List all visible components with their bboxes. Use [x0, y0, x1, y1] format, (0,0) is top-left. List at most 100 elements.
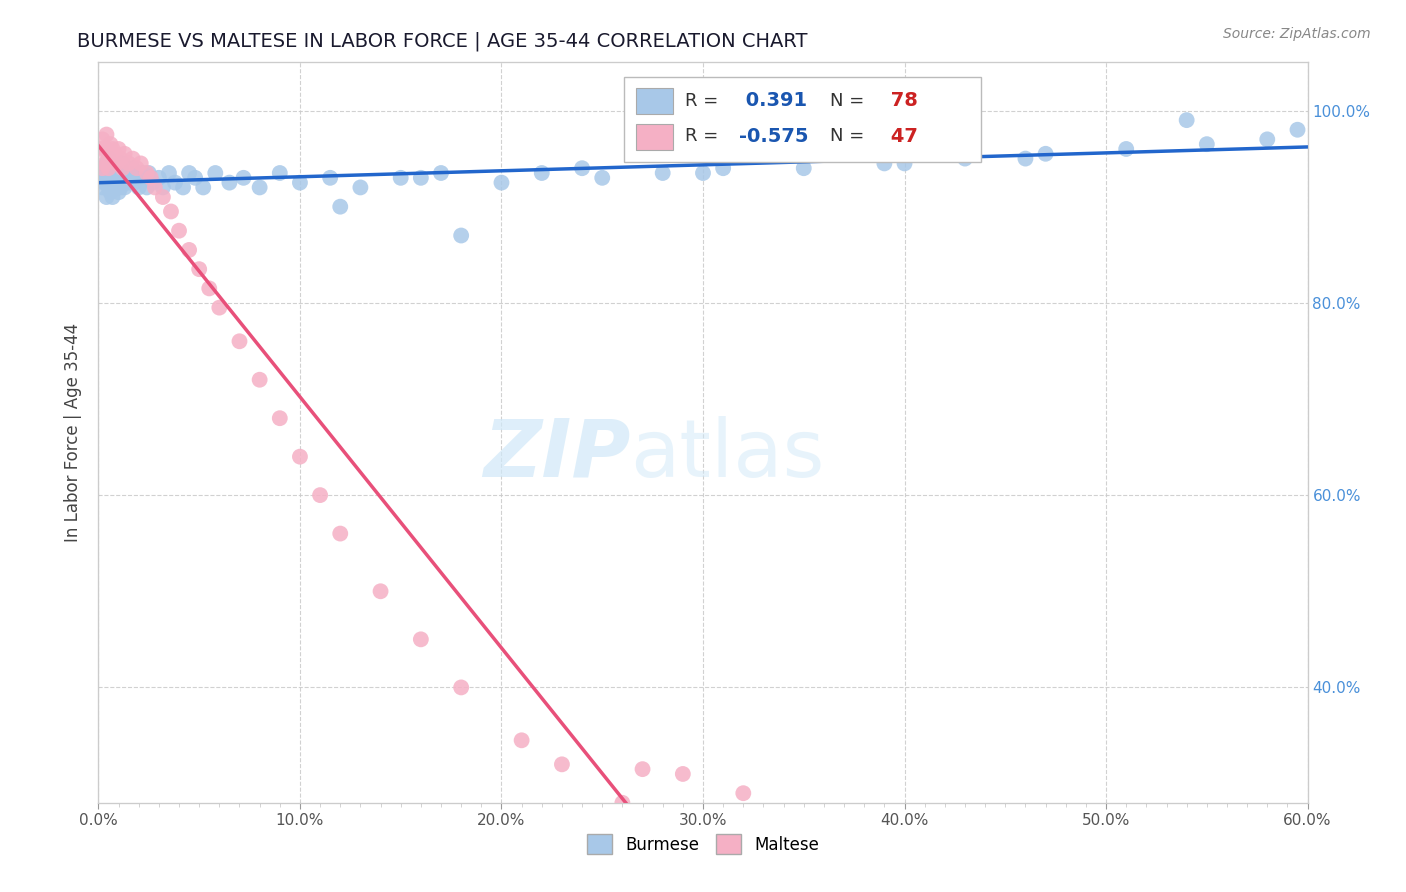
- Point: [135, 180, 157, 194]
- Point: [111, 161, 134, 176]
- Point: [409, 632, 432, 647]
- Point: [329, 526, 352, 541]
- Point: [105, 176, 128, 190]
- Point: [591, 170, 613, 185]
- Point: [118, 176, 141, 190]
- Point: [163, 176, 186, 190]
- Point: [110, 166, 132, 180]
- Point: [157, 166, 180, 180]
- Bar: [637, 88, 672, 114]
- Legend: Burmese, Maltese: Burmese, Maltese: [581, 828, 825, 861]
- Point: [101, 142, 124, 156]
- Point: [198, 281, 221, 295]
- Point: [309, 488, 332, 502]
- Point: [100, 186, 122, 200]
- Point: [128, 180, 150, 194]
- Point: [793, 161, 815, 176]
- Point: [249, 373, 271, 387]
- Point: [1115, 142, 1137, 156]
- Point: [430, 166, 453, 180]
- Text: N =: N =: [830, 92, 865, 110]
- Point: [101, 176, 124, 190]
- Point: [152, 180, 174, 194]
- Point: [193, 180, 215, 194]
- Point: [530, 166, 553, 180]
- Point: [124, 176, 146, 190]
- Point: [110, 152, 132, 166]
- Point: [100, 137, 122, 152]
- Point: [651, 166, 673, 180]
- Text: BURMESE VS MALTESE IN LABOR FORCE | AGE 35-44 CORRELATION CHART: BURMESE VS MALTESE IN LABOR FORCE | AGE …: [77, 31, 808, 51]
- Point: [91, 180, 114, 194]
- Text: ZIP: ZIP: [484, 416, 630, 494]
- Point: [120, 170, 142, 185]
- Point: [96, 128, 118, 142]
- Point: [114, 180, 136, 194]
- Point: [228, 334, 250, 349]
- Point: [139, 170, 162, 185]
- Point: [138, 166, 160, 180]
- Point: [110, 180, 132, 194]
- Point: [551, 757, 574, 772]
- Point: [143, 180, 166, 194]
- Text: Source: ZipAtlas.com: Source: ZipAtlas.com: [1223, 27, 1371, 41]
- Point: [184, 170, 207, 185]
- Point: [672, 767, 695, 781]
- Point: [152, 190, 174, 204]
- Point: [389, 170, 412, 185]
- Point: [288, 176, 311, 190]
- Point: [208, 301, 231, 315]
- Point: [450, 228, 472, 243]
- Point: [1286, 122, 1309, 136]
- Point: [179, 243, 201, 257]
- Point: [93, 176, 115, 190]
- Point: [97, 166, 120, 180]
- Point: [91, 132, 114, 146]
- Text: -0.575: -0.575: [740, 127, 808, 146]
- Point: [103, 166, 125, 180]
- Point: [115, 166, 138, 180]
- Text: R =: R =: [685, 128, 718, 145]
- Point: [125, 161, 148, 176]
- Point: [450, 681, 472, 695]
- Point: [349, 180, 371, 194]
- Text: 47: 47: [884, 127, 918, 146]
- Point: [218, 176, 240, 190]
- Point: [129, 170, 152, 185]
- Point: [96, 156, 118, 170]
- Point: [93, 156, 115, 170]
- Point: [232, 170, 254, 185]
- Point: [1014, 152, 1036, 166]
- Point: [96, 190, 118, 204]
- Point: [125, 166, 148, 180]
- Point: [409, 170, 432, 185]
- FancyBboxPatch shape: [624, 78, 981, 162]
- Point: [204, 166, 226, 180]
- Point: [111, 170, 134, 185]
- Point: [100, 170, 122, 185]
- Y-axis label: In Labor Force | Age 35-44: In Labor Force | Age 35-44: [65, 323, 83, 542]
- Point: [172, 180, 194, 194]
- Text: R =: R =: [685, 92, 718, 110]
- Text: N =: N =: [830, 128, 865, 145]
- Point: [571, 161, 593, 176]
- Point: [93, 166, 115, 180]
- Point: [188, 262, 211, 277]
- Point: [97, 180, 120, 194]
- Point: [103, 146, 125, 161]
- Text: atlas: atlas: [630, 416, 825, 494]
- Text: 0.391: 0.391: [740, 92, 807, 111]
- Point: [89, 170, 111, 185]
- Point: [288, 450, 311, 464]
- Point: [101, 161, 124, 176]
- Point: [97, 152, 120, 166]
- Point: [510, 733, 533, 747]
- Point: [631, 762, 654, 776]
- Point: [269, 411, 291, 425]
- Point: [101, 190, 124, 204]
- Point: [107, 186, 129, 200]
- Point: [114, 146, 136, 161]
- Point: [129, 156, 152, 170]
- Point: [107, 142, 129, 156]
- Point: [1195, 137, 1218, 152]
